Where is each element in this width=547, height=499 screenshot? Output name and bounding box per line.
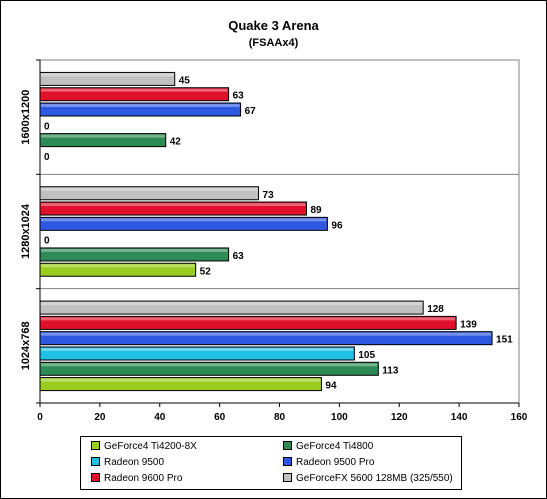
bar-highlight xyxy=(41,248,228,252)
bar-data-label: 63 xyxy=(233,251,245,262)
bar-highlight xyxy=(41,203,306,207)
bar-data-label: 45 xyxy=(179,75,191,86)
x-tick-label: 20 xyxy=(94,412,106,423)
legend-label: GeForce4 Ti4200-8X xyxy=(104,441,197,452)
x-tick-label: 60 xyxy=(214,412,226,423)
bar-highlight xyxy=(41,104,240,108)
legend-label: Radeon 9600 Pro xyxy=(104,473,183,484)
bar-highlight xyxy=(41,134,165,138)
bar-highlight xyxy=(41,378,321,382)
bar-highlight xyxy=(41,302,423,306)
bar-data-label: 0 xyxy=(44,152,50,163)
bar-highlight xyxy=(41,317,456,321)
legend-swatch xyxy=(91,456,100,466)
legend-item: Radeon 9600 Pro xyxy=(91,472,182,486)
chart-legend: GeForce4 Ti4200-8X GeForce4 Ti4800 Radeon … xyxy=(80,436,462,490)
x-tick-label: 140 xyxy=(451,412,468,423)
legend-item: Radeon 9500 Pro xyxy=(283,456,374,470)
bar-highlight xyxy=(41,187,258,191)
legend-label: GeForceFX 5600 128MB (325/550) xyxy=(296,473,453,484)
legend-swatch xyxy=(91,440,100,450)
legend-item: GeForce4 Ti4200-8X xyxy=(91,440,197,454)
bar-highlight xyxy=(41,363,378,367)
bar-data-label: 113 xyxy=(382,365,399,376)
bar-data-label: 105 xyxy=(358,350,375,361)
bar-highlight xyxy=(41,218,327,222)
bar-highlight xyxy=(41,73,174,77)
legend-swatch xyxy=(283,472,292,482)
x-tick-label: 160 xyxy=(511,412,528,423)
bar-highlight xyxy=(41,88,228,92)
legend-label: Radeon 9500 xyxy=(104,457,165,468)
category-label: 1280x1024 xyxy=(20,203,32,259)
category-label: 1600x1200 xyxy=(20,90,32,145)
bar-highlight xyxy=(41,332,492,336)
bar-data-label: 73 xyxy=(263,190,275,201)
bar-data-label: 0 xyxy=(44,236,50,247)
x-tick-label: 80 xyxy=(274,412,286,423)
bar-data-label: 0 xyxy=(44,121,50,132)
legend-item: GeForceFX 5600 128MB (325/550) xyxy=(283,472,453,486)
bar-data-label: 52 xyxy=(200,266,212,277)
x-tick-label: 0 xyxy=(37,412,43,423)
chart-subtitle: (FSAAx4) xyxy=(248,37,299,49)
x-tick-label: 40 xyxy=(154,412,166,423)
legend-item: GeForce4 Ti4800 xyxy=(283,440,373,454)
bar-data-label: 67 xyxy=(245,106,257,117)
bar-data-label: 128 xyxy=(427,304,444,315)
x-tick-label: 120 xyxy=(391,412,408,423)
plot-area xyxy=(39,59,520,404)
legend-swatch xyxy=(283,456,292,466)
chart-title: Quake 3 Arena xyxy=(228,18,319,33)
x-tick-label: 100 xyxy=(331,412,348,423)
bar-data-label: 139 xyxy=(460,319,477,330)
legend-swatch xyxy=(91,472,100,482)
legend-label: Radeon 9500 Pro xyxy=(296,457,375,468)
legend-item: Radeon 9500 xyxy=(91,456,164,470)
bar-data-label: 63 xyxy=(233,91,245,102)
legend-swatch xyxy=(283,440,292,450)
bar-highlight xyxy=(41,264,195,268)
bar-data-label: 42 xyxy=(170,137,182,148)
bar-highlight xyxy=(41,347,354,351)
bar-data-label: 89 xyxy=(310,205,322,216)
bar-data-label: 151 xyxy=(496,335,513,346)
category-label: 1024x768 xyxy=(20,321,32,370)
bar-data-label: 94 xyxy=(325,381,337,392)
bar-data-label: 96 xyxy=(331,220,343,231)
legend-label: GeForce4 Ti4800 xyxy=(296,441,374,452)
